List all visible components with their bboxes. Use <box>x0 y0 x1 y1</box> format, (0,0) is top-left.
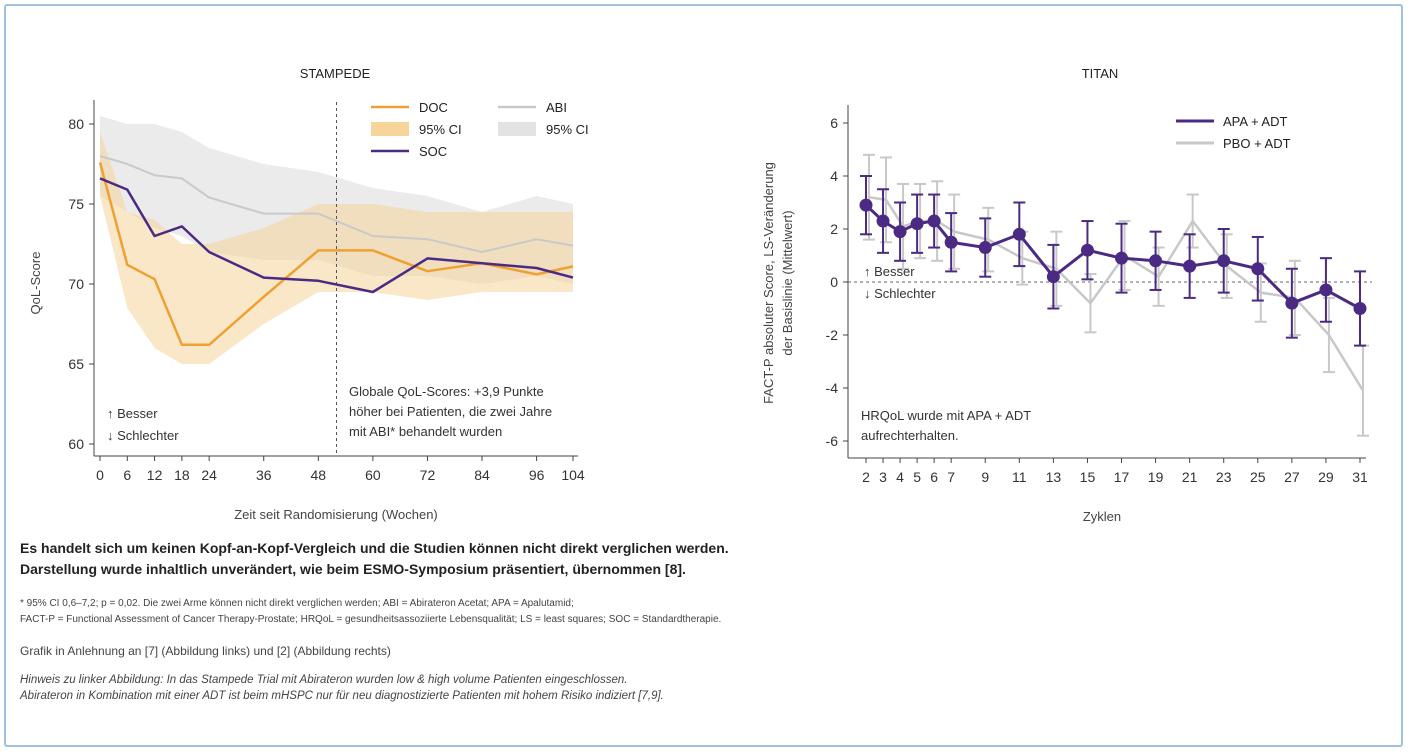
hint-line-2: Abirateron in Kombination mit einer ADT … <box>20 690 664 702</box>
footnote-line-1: * 95% CI 0,6–7,2; p = 0,02. Die zwei Arm… <box>20 598 574 609</box>
disclaimer-line-2: Darstellung wurde inhaltlich unverändert… <box>20 561 686 577</box>
footnote-line-2: FACT-P = Functional Assessment of Cancer… <box>20 614 722 625</box>
hint-line-1: Hinweis zu linker Abbildung: In das Stam… <box>20 674 628 686</box>
disclaimer-line-1: Es handelt sich um keinen Kopf-an-Kopf-V… <box>20 540 729 556</box>
source-note: Grafik in Anlehnung an [7] (Abbildung li… <box>20 644 391 658</box>
figure-frame <box>4 4 1403 747</box>
